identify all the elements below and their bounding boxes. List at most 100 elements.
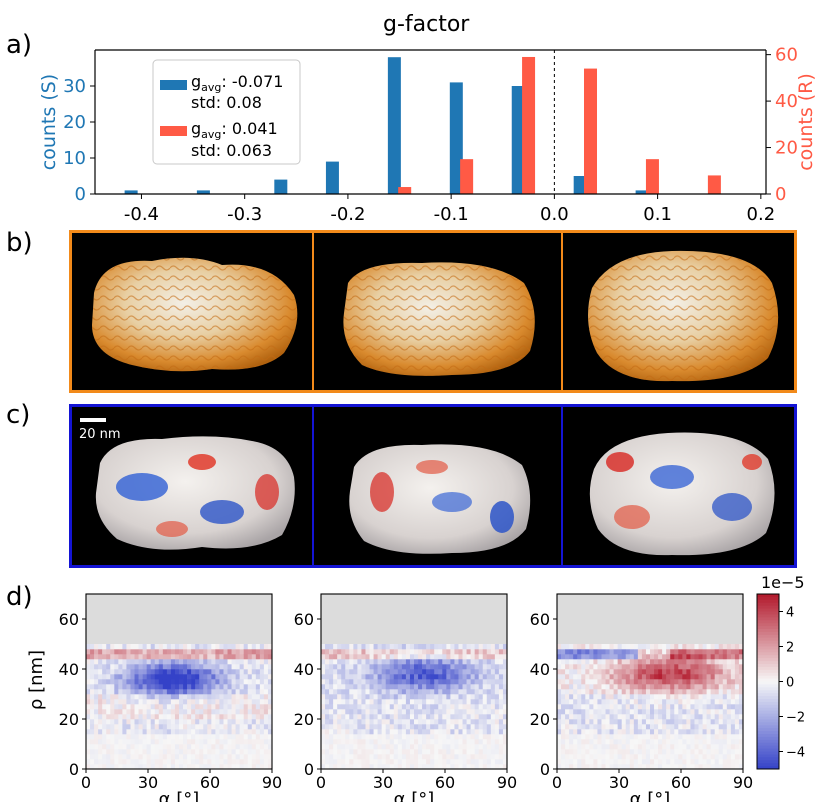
- heatmap-cell: [730, 679, 736, 685]
- heatmap-cell: [581, 684, 586, 690]
- heatmap-cell: [478, 749, 484, 755]
- heatmap-cell: [609, 739, 614, 745]
- heatmap-cell: [573, 644, 578, 650]
- heatmap-cell: [126, 664, 131, 670]
- heatmap-cell: [154, 669, 160, 675]
- heatmap-cell: [130, 734, 135, 740]
- heatmap-cell: [215, 649, 220, 655]
- heatmap-cell: [486, 704, 492, 710]
- heatmap-cell: [215, 694, 220, 700]
- heatmap-cell: [438, 734, 443, 740]
- heatmap-cell: [102, 689, 107, 695]
- heatmap-cell: [365, 679, 370, 685]
- heatmap-cell: [337, 754, 342, 760]
- heatmap-cell: [401, 734, 407, 740]
- heatmap-cell: [637, 694, 643, 700]
- heatmap-cell: [585, 644, 590, 650]
- heatmap-cell: [341, 679, 346, 685]
- heatmap-cell: [561, 674, 566, 680]
- heatmap-cell: [377, 659, 382, 665]
- heatmap-cell: [369, 714, 374, 720]
- heatmap-cell: [397, 649, 403, 655]
- heatmap-cell: [138, 704, 143, 710]
- heatmap-cell: [593, 709, 598, 715]
- heatmap-frame: [85, 593, 273, 770]
- heatmap-cell: [337, 674, 342, 680]
- legend-swatch-r: [160, 126, 187, 136]
- heatmap-cell: [601, 654, 606, 660]
- heatmap-cell: [418, 724, 423, 730]
- heatmap-cell: [195, 709, 200, 715]
- heatmap-cell: [211, 729, 216, 735]
- heatmap-cell: [718, 749, 724, 755]
- heatmap-cell: [686, 729, 691, 735]
- heatmap-cell: [658, 724, 663, 730]
- heatmap-cell: [389, 649, 395, 655]
- heatmap-cell: [231, 679, 236, 685]
- heatmap-cell: [498, 704, 504, 710]
- heatmap-cell: [686, 699, 691, 705]
- heatmap-cell: [589, 699, 594, 705]
- heatmap-cell: [470, 654, 475, 660]
- heatmap-cell: [94, 734, 99, 740]
- heatmap-cell: [207, 659, 212, 665]
- heatmap-cell: [114, 709, 119, 715]
- heatmap-cell: [738, 679, 744, 685]
- heatmap-cell: [482, 699, 488, 705]
- heatmap-cell: [621, 694, 627, 700]
- heatmap-cell: [474, 744, 479, 750]
- heatmap-cell: [243, 739, 249, 745]
- heatmap-cell: [486, 724, 492, 730]
- heatmap-cell: [702, 659, 707, 665]
- heatmap-cell: [219, 744, 224, 750]
- heatmap-cell: [385, 669, 391, 675]
- heatmap-cell: [361, 654, 366, 660]
- heatmap-cell: [239, 654, 244, 660]
- heatmap-cell: [418, 714, 423, 720]
- heatmap-cell: [414, 654, 419, 660]
- heatmap-cell: [142, 759, 147, 765]
- heatmap-cell: [585, 719, 590, 725]
- heatmap-cell: [341, 654, 346, 660]
- heatmap-cell: [345, 714, 350, 720]
- heatmap-cell: [381, 699, 386, 705]
- heatmap-cell: [710, 754, 715, 760]
- heatmap-cell: [601, 744, 606, 750]
- heatmap-cell: [666, 719, 671, 725]
- heatmap-cell: [430, 729, 435, 735]
- heatmap-cell: [353, 759, 358, 765]
- heatmap-cell: [561, 724, 566, 730]
- heatmap-cell: [215, 764, 220, 770]
- heatmap-cell: [389, 744, 395, 750]
- heatmap-cell: [110, 649, 115, 655]
- heatmap-cell: [365, 704, 370, 710]
- heatmap-cell: [94, 729, 99, 735]
- heatmap-x-tick-label: 0: [316, 773, 326, 792]
- heatmap-cell: [442, 684, 447, 690]
- heatmap-cell: [122, 654, 127, 660]
- heatmap-cell: [146, 684, 151, 690]
- heatmap-cell: [557, 644, 562, 650]
- heatmap-cell: [361, 714, 366, 720]
- heatmap-cell: [126, 684, 131, 690]
- heatmap-cell: [658, 744, 663, 750]
- heatmap-cell: [565, 679, 570, 685]
- heatmap-cell: [183, 754, 188, 760]
- heatmap-cell: [633, 749, 639, 755]
- bar-s-7: [573, 176, 587, 194]
- heatmap-cell: [561, 709, 566, 715]
- heatmap-cell: [502, 709, 508, 715]
- heatmap-cell: [219, 694, 224, 700]
- heatmap-cell: [345, 724, 350, 730]
- heatmap-cell: [102, 709, 107, 715]
- heatmap-cell: [154, 649, 160, 655]
- heatmap-cell: [94, 649, 99, 655]
- heatmap-cell: [321, 754, 326, 760]
- heatmap-cell: [369, 729, 374, 735]
- heatmap-cell: [377, 729, 382, 735]
- heatmap-cell: [150, 674, 156, 680]
- heatmap-cell: [414, 764, 419, 770]
- heatmap-cell: [645, 659, 651, 665]
- heatmap-cell: [569, 724, 574, 730]
- heatmap-cell: [227, 664, 232, 670]
